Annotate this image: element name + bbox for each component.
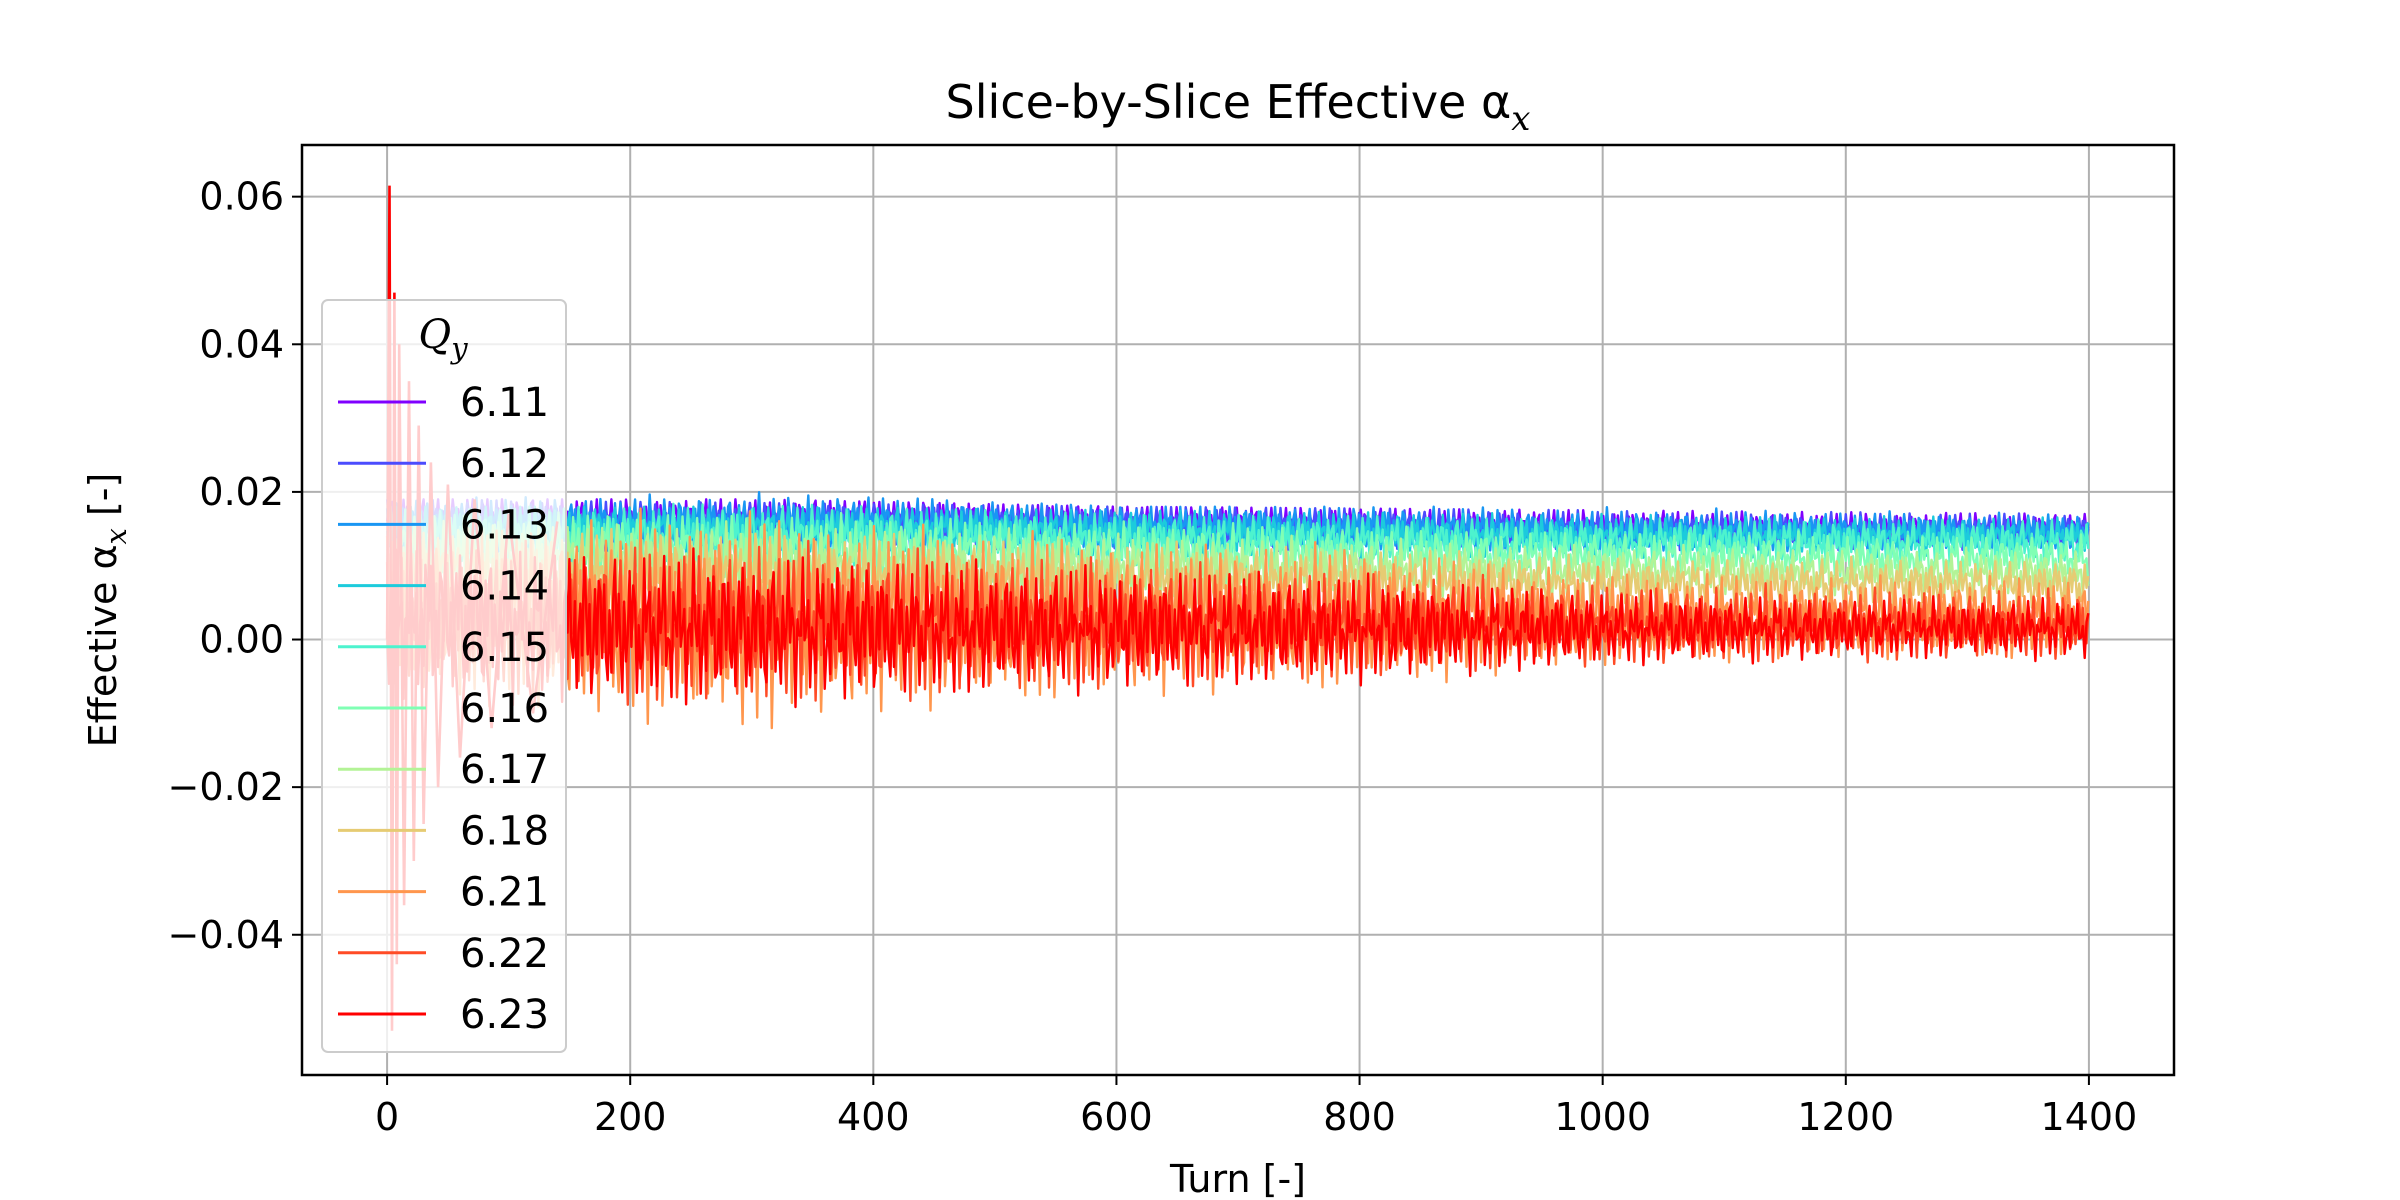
x-tick-label: 800 (1323, 1095, 1396, 1139)
legend-box (321, 299, 567, 1053)
y-axis-label: Effective αx [-] (81, 473, 133, 748)
legend-entry-label: 6.13 (460, 502, 549, 548)
y-tick-label: 0.04 (199, 322, 284, 366)
x-tick-label: 200 (594, 1095, 667, 1139)
y-axis-ticks: −0.04 −0.02 0.00 0.02 0.04 0.06 (168, 175, 302, 957)
legend-entry-label: 6.21 (460, 870, 549, 916)
legend-entry-label: 6.12 (460, 441, 549, 487)
legend-entry-label: 6.22 (460, 931, 549, 977)
legend-entry-label: 6.23 (460, 992, 549, 1038)
x-tick-label: 1200 (1797, 1095, 1894, 1139)
legend-entry-label: 6.17 (460, 747, 549, 793)
x-tick-label: 1000 (1554, 1095, 1651, 1139)
legend-entry-label: 6.14 (460, 564, 549, 610)
y-tick-label: 0.06 (199, 175, 284, 219)
legend-title: Qy (418, 312, 468, 365)
y-tick-label: −0.04 (168, 913, 284, 957)
legend-entry-label: 6.18 (460, 808, 549, 854)
plot-frame (300, 143, 2176, 1077)
legend-entry-label: 6.16 (460, 686, 549, 732)
y-tick-label: 0.00 (199, 618, 284, 662)
y-tick-label: −0.02 (168, 765, 284, 809)
legend-entry-label: 6.11 (460, 380, 549, 426)
x-tick-label: 1400 (2041, 1095, 2138, 1139)
legend-entries: 6.11 6.12 6.13 6.14 6.15 6.16 6.17 6.18 6.21 6.22… (338, 380, 549, 1038)
legend: Qy 6.116.126.136.146.156.166.176.186.216… (321, 299, 567, 1053)
x-tick-label: 400 (837, 1095, 910, 1139)
x-tick-label: 600 (1080, 1095, 1153, 1139)
y-tick-label: 0.02 (199, 470, 284, 514)
series-line-6-23 (385, 542, 2090, 709)
x-axis-ticks: 0 200 400 600 800 1000 1200 1400 (375, 1075, 2137, 1139)
chart-title: Slice-by-Slice Effective αx (946, 75, 1531, 139)
x-axis-label: Turn [-] (1169, 1157, 1306, 1200)
x-tick-label: 0 (375, 1095, 399, 1139)
legend-entry-label: 6.15 (460, 625, 549, 671)
